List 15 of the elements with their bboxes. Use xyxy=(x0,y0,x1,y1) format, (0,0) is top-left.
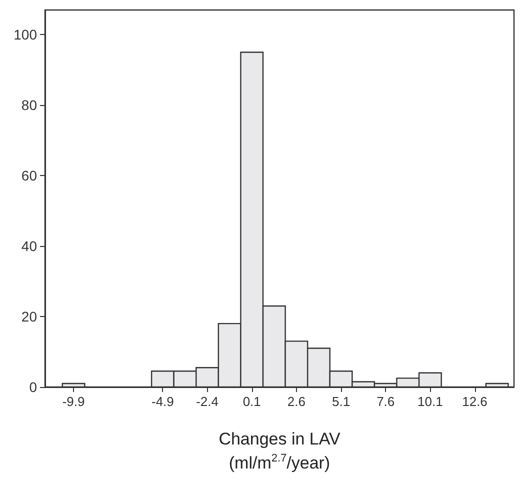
x-tick-label: -9.9 xyxy=(62,394,85,409)
x-tick-label: 10.1 xyxy=(418,394,443,409)
y-tick-label: 100 xyxy=(14,26,38,43)
x-tick-label: 12.6 xyxy=(462,394,488,409)
y-tick-label: 60 xyxy=(21,168,38,184)
y-tick-label: 20 xyxy=(21,308,38,325)
x-tick-label: 5.1 xyxy=(332,394,350,409)
x-tick-label: 7.6 xyxy=(376,394,395,409)
x-tick-label: 2.6 xyxy=(287,394,306,409)
y-tick-label: 0 xyxy=(29,379,38,395)
x-tick-label: 0.1 xyxy=(242,394,261,409)
x-tick-label: -2.4 xyxy=(196,394,218,409)
y-tick-label: 40 xyxy=(21,238,38,254)
y-tick-label: 80 xyxy=(21,97,38,114)
x-tick-label: -4.9 xyxy=(151,394,174,409)
